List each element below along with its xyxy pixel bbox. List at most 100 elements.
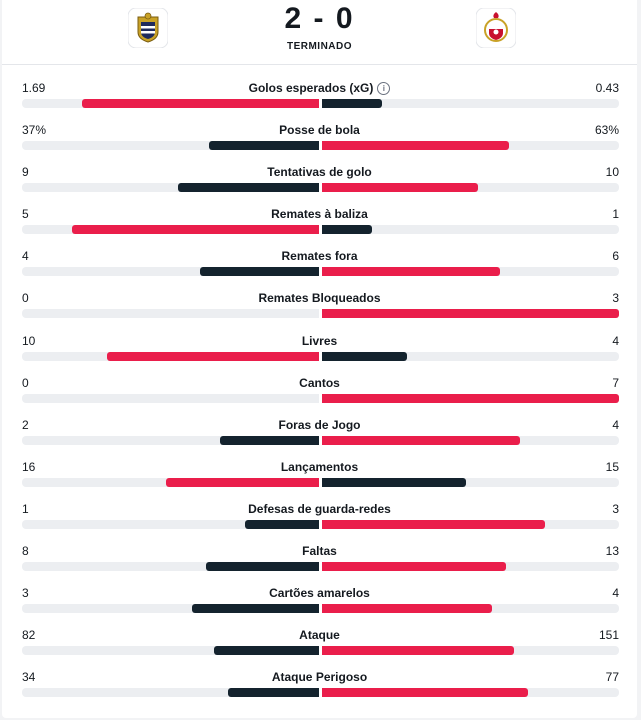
stat-row: 34 Ataque Perigoso 77 xyxy=(2,659,637,701)
home-bar xyxy=(71,225,319,235)
home-bar-track xyxy=(22,309,319,319)
info-icon[interactable]: i xyxy=(377,82,391,95)
home-bar xyxy=(82,99,319,108)
away-bar-track xyxy=(322,309,619,319)
away-bar xyxy=(322,141,510,151)
away-bar-track xyxy=(322,141,619,151)
away-bar-track xyxy=(322,519,619,529)
away-value: 15 xyxy=(605,459,619,474)
away-value: 1 xyxy=(612,207,619,222)
stat-row: 9 Tentativas de golo 10 xyxy=(2,154,637,196)
away-bar xyxy=(322,435,520,445)
home-value: 3 xyxy=(22,586,29,601)
match-header: 2 - 0 TERMINADO xyxy=(2,0,637,65)
stat-label: Ataque xyxy=(2,628,637,642)
away-bar xyxy=(322,604,492,614)
stat-label-text: Livres xyxy=(301,333,338,348)
away-value: 13 xyxy=(605,544,619,559)
home-bar xyxy=(165,477,319,487)
home-bar-track xyxy=(22,351,319,361)
away-bar xyxy=(322,351,407,361)
stat-label-text: Remates fora xyxy=(281,249,358,264)
home-value: 4 xyxy=(22,249,29,264)
stat-label-text: Ataque Perigoso xyxy=(271,670,368,685)
stat-label: Cantos xyxy=(2,376,637,390)
stat-row: 2 Foras de Jogo 4 xyxy=(2,407,637,449)
stat-label-text: Faltas xyxy=(302,544,337,559)
stat-label: Faltas xyxy=(2,544,637,558)
stat-label: Lançamentos xyxy=(2,460,637,474)
home-value: 37% xyxy=(22,123,47,138)
away-team-logo[interactable] xyxy=(476,8,516,48)
stat-label-text: Cantos xyxy=(299,375,340,390)
away-bar xyxy=(322,183,479,193)
home-bar-track xyxy=(22,183,319,193)
home-bar-track xyxy=(22,646,319,656)
away-bar xyxy=(322,688,529,698)
stat-label: Livres xyxy=(2,334,637,348)
away-bar-track xyxy=(322,646,619,656)
away-value: 10 xyxy=(605,165,619,180)
stat-label-text: Cartões amarelos xyxy=(269,586,370,601)
away-bar xyxy=(322,562,506,572)
stat-label: Tentativas de golo xyxy=(2,165,637,179)
away-bar-track xyxy=(322,393,619,403)
home-bar-track xyxy=(22,519,319,529)
away-bar xyxy=(322,393,619,403)
home-bar-track xyxy=(22,267,319,277)
home-value: 10 xyxy=(22,333,36,348)
away-value: 151 xyxy=(598,628,619,643)
stat-row: 3 Cartões amarelos 4 xyxy=(2,575,637,617)
home-value: 0 xyxy=(22,375,29,390)
stat-label-text: Remates Bloqueados xyxy=(258,291,381,306)
away-bar xyxy=(322,519,545,529)
home-bar-track xyxy=(22,99,319,108)
stat-label: Golos esperados (xG) i xyxy=(2,81,637,95)
home-value: 9 xyxy=(22,165,29,180)
away-bar-track xyxy=(322,604,619,614)
away-bar xyxy=(322,646,515,656)
stat-label: Remates fora xyxy=(2,249,637,263)
home-bar xyxy=(191,604,319,614)
home-bar-track xyxy=(22,477,319,487)
stat-row: 1 Defesas de guarda-redes 3 xyxy=(2,491,637,533)
home-value: 1.69 xyxy=(22,81,46,95)
stat-label-text: Ataque xyxy=(299,628,340,643)
home-bar-track xyxy=(22,393,319,403)
away-value: 77 xyxy=(605,670,619,685)
away-bar-track xyxy=(322,267,619,277)
home-bar xyxy=(214,646,319,656)
stat-row: 16 Lançamentos 15 xyxy=(2,449,637,491)
home-bar-track xyxy=(22,688,319,698)
stat-row: 1.69 Golos esperados (xG) i 0.43 xyxy=(2,70,637,112)
match-score: 2 - 0 xyxy=(284,2,355,35)
home-value: 8 xyxy=(22,544,29,559)
home-bar xyxy=(200,267,319,277)
stat-label-text: Posse de bola xyxy=(279,123,360,138)
away-bar-track xyxy=(322,351,619,361)
home-team-logo[interactable] xyxy=(128,8,168,48)
stat-row: 10 Livres 4 xyxy=(2,323,637,365)
home-bar xyxy=(209,141,319,151)
home-value: 82 xyxy=(22,628,36,643)
away-bar-track xyxy=(322,688,619,698)
away-value: 0.43 xyxy=(595,81,619,95)
stats-list: 1.69 Golos esperados (xG) i 0.43 37% Posse de… xyxy=(2,70,637,701)
home-value: 16 xyxy=(22,459,36,474)
home-value: 2 xyxy=(22,417,29,432)
home-bar-track xyxy=(22,141,319,151)
home-bar xyxy=(205,562,319,572)
away-value: 3 xyxy=(612,501,619,516)
home-value: 34 xyxy=(22,670,36,685)
away-bar xyxy=(322,477,466,487)
home-bar-track xyxy=(22,435,319,445)
stat-label-text: Golos esperados (xG) xyxy=(248,81,374,95)
home-bar xyxy=(244,519,319,529)
stat-label: Remates à baliza xyxy=(2,207,637,221)
stat-label: Posse de bola xyxy=(2,123,637,137)
home-bar xyxy=(106,351,319,361)
stat-label-text: Remates à baliza xyxy=(271,207,368,222)
stat-label-text: Lançamentos xyxy=(280,459,359,474)
stat-label-text: Tentativas de golo xyxy=(267,165,372,180)
